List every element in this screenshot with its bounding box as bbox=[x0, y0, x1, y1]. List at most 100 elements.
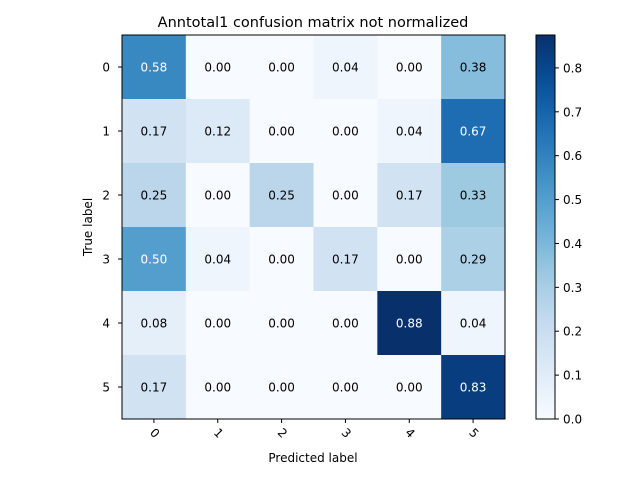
heatmap-cell bbox=[313, 355, 378, 420]
cell-value-label: 0.00 bbox=[332, 125, 359, 139]
cell-value-label: 0.08 bbox=[141, 317, 168, 331]
heatmap-cell bbox=[249, 227, 314, 292]
cell-value-label: 0.17 bbox=[141, 381, 168, 395]
heatmap-cell bbox=[122, 355, 187, 420]
cell-value-label: 0.67 bbox=[460, 125, 487, 139]
colorbar-ticks: 0.0 0.1 0.2 0.3 0.4 0.5 0.6 0.7 0.8 bbox=[555, 61, 582, 427]
heatmap-cell bbox=[377, 163, 442, 228]
cell-value-label: 0.38 bbox=[460, 61, 487, 75]
colorbar-tick-label: 0.0 bbox=[563, 413, 582, 427]
chart-title: Anntotal1 confusion matrix not normalize… bbox=[158, 15, 469, 31]
colorbar-tick-label: 0.1 bbox=[563, 369, 582, 383]
cell-value-label: 0.00 bbox=[268, 381, 295, 395]
cell-value-label: 0.00 bbox=[332, 381, 359, 395]
heatmap-cell bbox=[249, 291, 314, 356]
x-tick-label: 2 bbox=[275, 426, 290, 441]
heatmap-cell bbox=[377, 355, 442, 420]
heatmap-cell bbox=[441, 227, 506, 292]
cell-value-label: 0.88 bbox=[396, 317, 423, 331]
cell-value-label: 0.00 bbox=[268, 253, 295, 267]
heatmap-cell bbox=[441, 99, 506, 164]
cell-value-label: 0.58 bbox=[141, 61, 168, 75]
heatmap-cell bbox=[185, 35, 251, 100]
x-axis-label: Predicted label bbox=[268, 451, 357, 465]
heatmap-cell bbox=[313, 99, 378, 164]
heatmap-cell bbox=[249, 35, 314, 100]
cell-value-label: 0.04 bbox=[396, 125, 423, 139]
heatmap-cell bbox=[185, 227, 251, 292]
cell-value-label: 0.00 bbox=[268, 61, 295, 75]
colorbar bbox=[535, 34, 556, 420]
cell-value-label: 0.00 bbox=[332, 189, 359, 203]
heatmap-cell bbox=[377, 99, 442, 164]
heatmap-cell bbox=[377, 35, 442, 100]
x-tick-label: 5 bbox=[466, 426, 481, 441]
cell-value-label: 0.25 bbox=[141, 189, 168, 203]
heatmap-cells bbox=[122, 35, 506, 420]
heatmap-cell bbox=[122, 163, 187, 228]
y-axis-ticks: 0 1 2 3 4 5 bbox=[102, 61, 122, 395]
heatmap-cell bbox=[249, 355, 314, 420]
cell-value-label: 0.00 bbox=[396, 381, 423, 395]
colorbar-tick-label: 0.6 bbox=[563, 149, 582, 163]
heatmap-cell bbox=[377, 291, 442, 356]
cell-value-label: 0.12 bbox=[204, 125, 231, 139]
heatmap-cell bbox=[185, 163, 251, 228]
cell-value-label: 0.83 bbox=[460, 381, 487, 395]
x-tick-label: 0 bbox=[147, 426, 162, 441]
x-tick-label: 4 bbox=[402, 426, 417, 441]
cell-value-label: 0.17 bbox=[396, 189, 423, 203]
heatmap-cell bbox=[313, 163, 378, 228]
y-tick-label: 1 bbox=[102, 125, 110, 139]
colorbar-tick-label: 0.5 bbox=[563, 193, 582, 207]
cell-value-label: 0.00 bbox=[396, 61, 423, 75]
heatmap-cell bbox=[249, 99, 314, 164]
heatmap-cell bbox=[441, 35, 506, 100]
cell-value-label: 0.04 bbox=[460, 317, 487, 331]
heatmap-cell bbox=[313, 291, 378, 356]
heatmap-cell bbox=[122, 291, 187, 356]
cell-value-label: 0.00 bbox=[204, 317, 231, 331]
heatmap-cell bbox=[441, 291, 506, 356]
heatmap-cell bbox=[122, 35, 187, 100]
heatmap-cell-labels: 0.58 0.00 0.00 0.04 0.00 0.38 0.17 0.12 0.00 0.00… bbox=[141, 61, 487, 395]
cell-value-label: 0.17 bbox=[141, 125, 168, 139]
heatmap-cell bbox=[313, 35, 378, 100]
cell-value-label: 0.00 bbox=[332, 317, 359, 331]
y-tick-label: 5 bbox=[102, 381, 110, 395]
cell-value-label: 0.04 bbox=[204, 253, 231, 267]
plot-frame bbox=[121, 34, 506, 420]
heatmap-cell bbox=[122, 227, 187, 292]
cell-value-label: 0.00 bbox=[204, 189, 231, 203]
y-tick-label: 3 bbox=[102, 253, 110, 267]
cell-value-label: 0.25 bbox=[268, 189, 295, 203]
colorbar-tick-label: 0.3 bbox=[563, 281, 582, 295]
colorbar-tick-label: 0.4 bbox=[563, 237, 582, 251]
cell-value-label: 0.33 bbox=[460, 189, 487, 203]
cell-value-label: 0.04 bbox=[332, 61, 359, 75]
heatmap-cell bbox=[313, 227, 378, 292]
cell-value-label: 0.00 bbox=[396, 253, 423, 267]
heatmap-cell bbox=[377, 227, 442, 292]
cell-value-label: 0.00 bbox=[204, 381, 231, 395]
cell-value-label: 0.00 bbox=[268, 317, 295, 331]
y-axis-label: True label bbox=[81, 198, 95, 257]
y-tick-label: 2 bbox=[102, 189, 110, 203]
heatmap-cell bbox=[441, 355, 506, 420]
colorbar-tick-label: 0.8 bbox=[563, 61, 582, 75]
x-tick-label: 1 bbox=[211, 426, 226, 441]
x-tick-label: 3 bbox=[339, 426, 354, 441]
heatmap-cell bbox=[249, 163, 314, 228]
heatmap-cell bbox=[185, 291, 251, 356]
heatmap-cell bbox=[185, 99, 251, 164]
cell-value-label: 0.50 bbox=[141, 253, 168, 267]
heatmap-cell bbox=[185, 355, 251, 420]
cell-value-label: 0.00 bbox=[268, 125, 295, 139]
cell-value-label: 0.17 bbox=[332, 253, 359, 267]
colorbar-tick-label: 0.7 bbox=[563, 105, 582, 119]
cell-value-label: 0.29 bbox=[460, 253, 487, 267]
cell-value-label: 0.00 bbox=[204, 61, 231, 75]
y-tick-label: 0 bbox=[102, 61, 110, 75]
y-tick-label: 4 bbox=[102, 317, 110, 331]
